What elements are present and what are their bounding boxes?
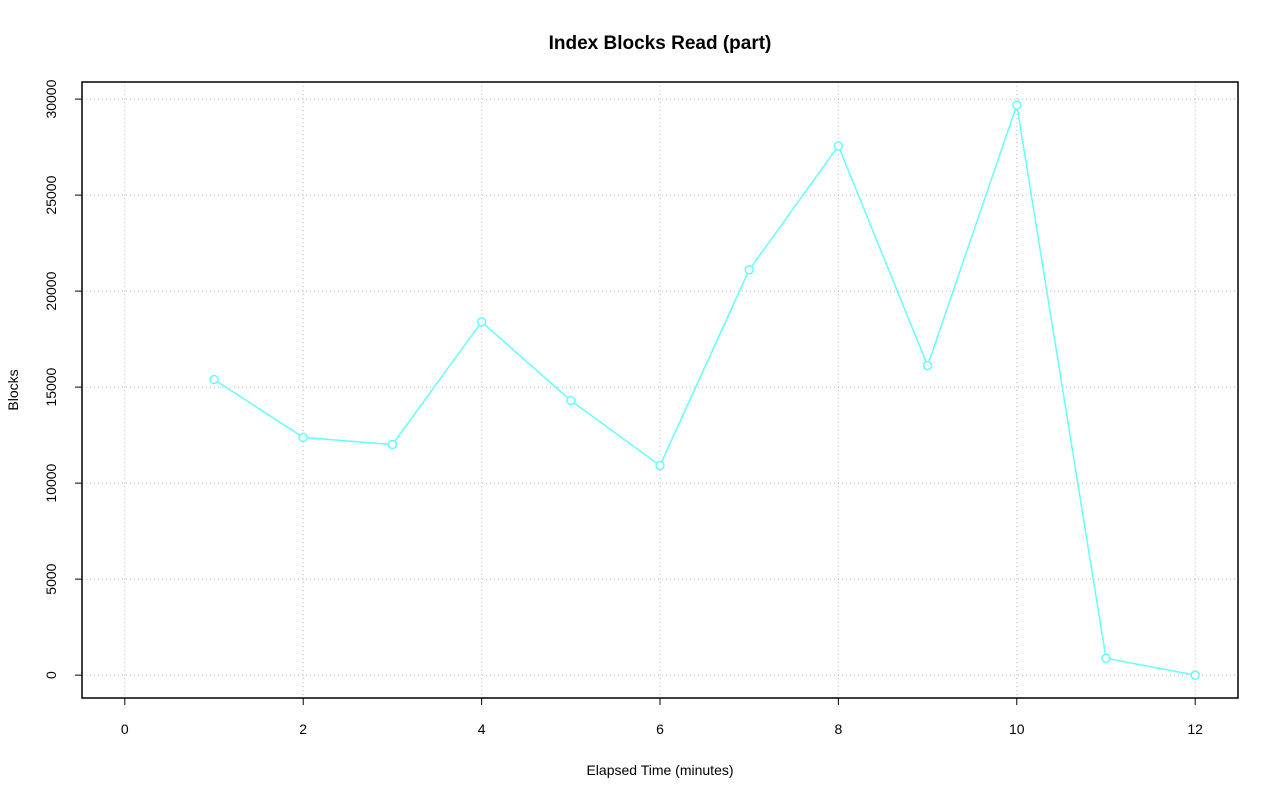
y-tick-label: 20000	[43, 271, 59, 310]
y-tick-label: 5000	[43, 563, 59, 594]
x-tick-label: 12	[1187, 721, 1203, 737]
data-point	[655, 460, 665, 471]
y-tick-label: 25000	[43, 175, 59, 214]
plot-frame	[81, 81, 1239, 699]
data-point	[1101, 653, 1111, 664]
x-tick-label: 10	[1009, 721, 1025, 737]
chart-title: Index Blocks Read (part)	[549, 33, 772, 54]
y-tick-label: 10000	[43, 463, 59, 502]
data-line	[213, 104, 1196, 676]
data-point	[298, 432, 308, 443]
x-tick-label: 4	[478, 721, 486, 737]
data-point	[833, 141, 844, 151]
data-point	[1012, 100, 1022, 110]
y-tick-label: 0	[43, 671, 59, 679]
x-tick-label: 2	[299, 721, 307, 737]
x-axis-label: Elapsed Time (minutes)	[586, 762, 733, 778]
x-tick-label: 6	[656, 721, 664, 737]
data-point	[566, 395, 576, 406]
data-point	[1190, 670, 1200, 680]
y-axis-label: Blocks	[5, 369, 21, 410]
x-tick-label: 0	[121, 721, 129, 737]
x-tick-label: 8	[834, 721, 842, 737]
y-tick-label: 30000	[43, 79, 59, 118]
data-point	[387, 439, 398, 450]
data-point	[209, 374, 219, 385]
data-point	[922, 360, 933, 371]
y-tick-label: 15000	[43, 367, 59, 406]
data-point	[744, 265, 754, 275]
data-point	[476, 317, 487, 327]
